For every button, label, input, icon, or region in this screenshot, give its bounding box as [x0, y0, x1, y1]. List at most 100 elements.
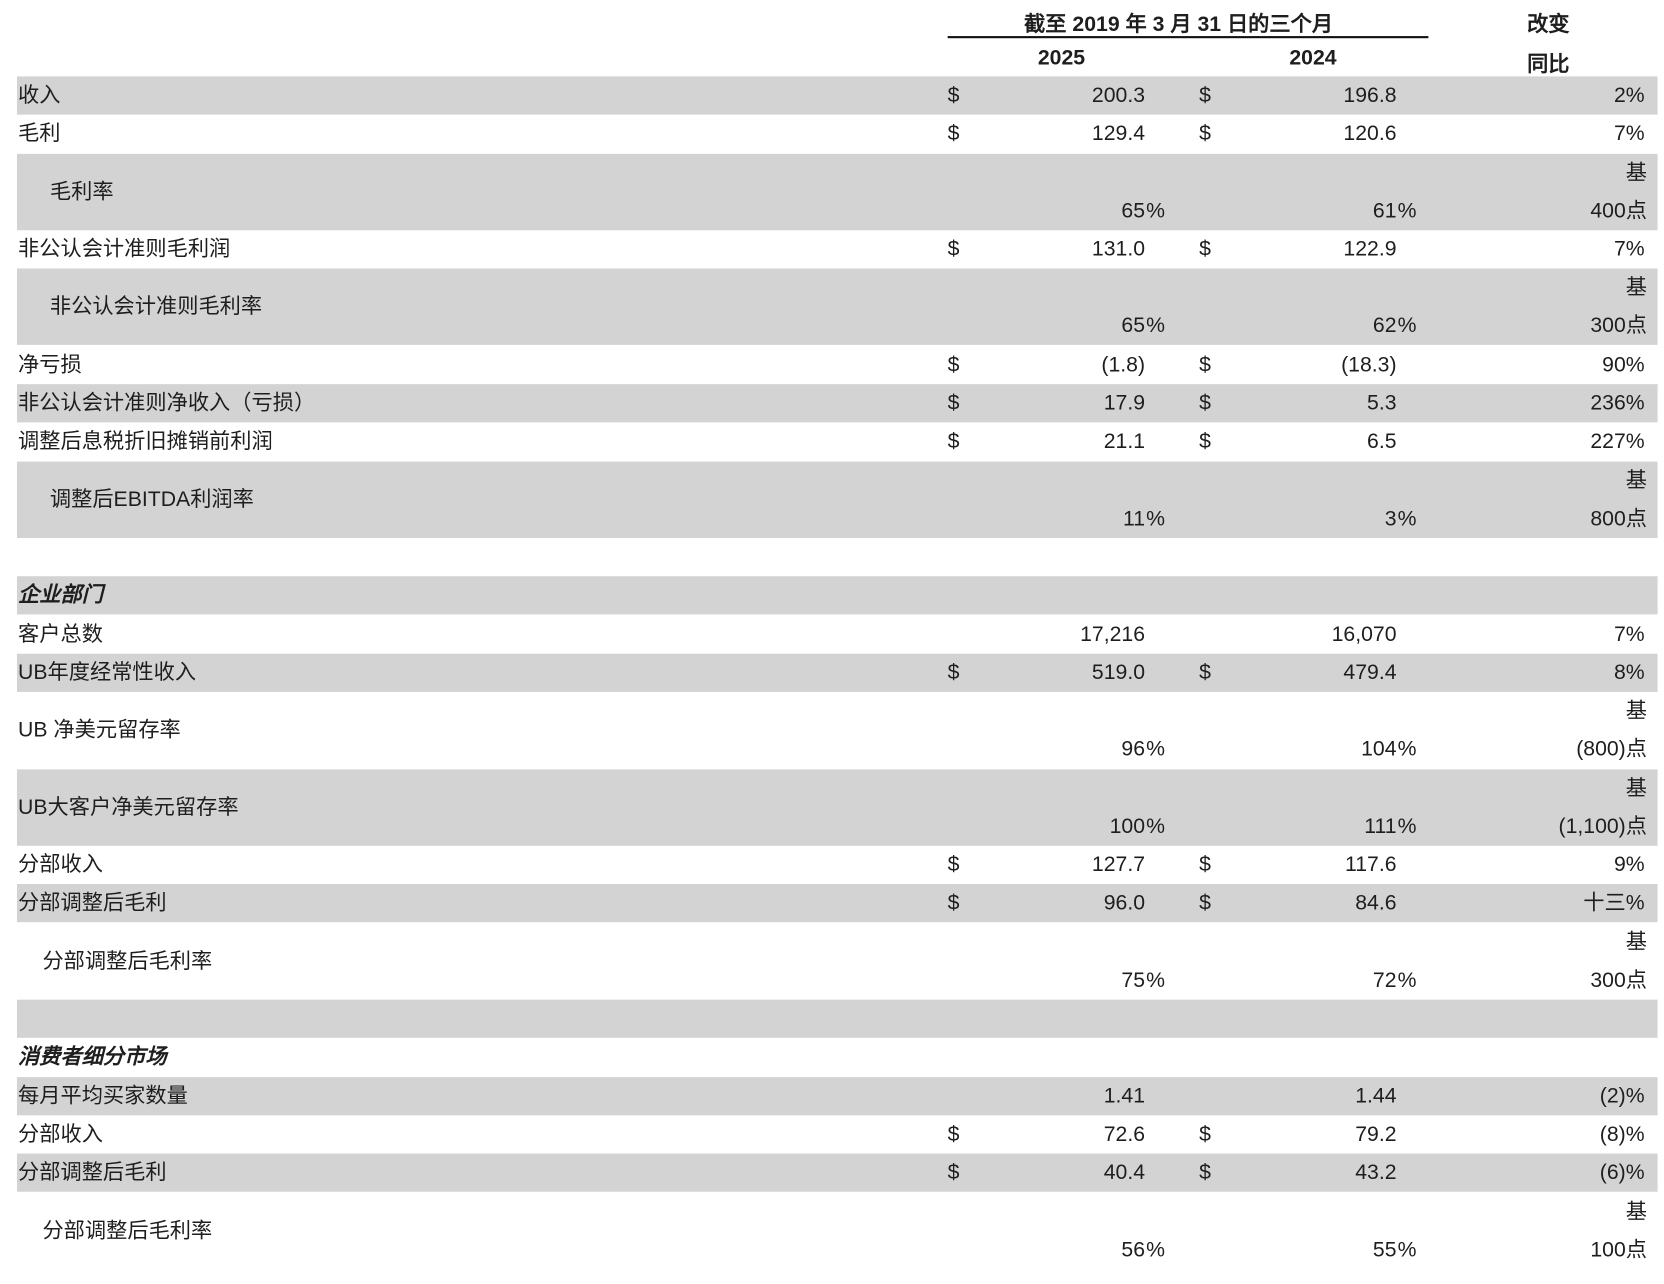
- currency-symbol-2024: $: [1199, 353, 1211, 377]
- value-2025: 56: [1121, 1237, 1146, 1262]
- value-2024: 479.4: [1343, 661, 1397, 685]
- currency-symbol-2025: $: [947, 1161, 960, 1185]
- value-2025: 65: [1121, 199, 1146, 223]
- table-row: 净亏损 $ (1.8) $ (18.3) 90%: [17, 346, 1658, 384]
- currency-symbol-2025: $: [947, 1122, 960, 1146]
- yoy-change-value: 7: [1613, 237, 1626, 262]
- row-label: 调整后息税折旧摊销前利润: [18, 430, 273, 454]
- change-unit: 点: [1625, 314, 1647, 338]
- row-label: 分部调整后毛利率: [42, 949, 213, 973]
- row-label: 毛利率: [49, 179, 114, 204]
- value-2025: 17.9: [1103, 391, 1146, 415]
- value-2025: 129.4: [1091, 122, 1146, 146]
- percent-sign-2025: %: [1146, 506, 1165, 531]
- percent-sign-2024: %: [1397, 506, 1417, 531]
- yoy-change-value: 90: [1602, 353, 1626, 377]
- table-row: 分部调整后毛利率 75% 72% 300 基点: [17, 923, 1658, 999]
- yoy-change-value: (1,100): [1558, 814, 1626, 838]
- value-2024: 1.44: [1355, 1084, 1397, 1108]
- percent-sign-2024: %: [1397, 968, 1417, 992]
- value-2025: 96: [1121, 737, 1146, 762]
- row-label: 分部调整后毛利率: [42, 1218, 213, 1243]
- row-label: 客户总数: [18, 622, 103, 646]
- value-2025: 519.0: [1091, 661, 1146, 685]
- change-unit-top: 基: [1625, 776, 1647, 800]
- change-unit: 点: [1625, 506, 1647, 531]
- value-2025: (1.8): [1101, 353, 1146, 377]
- currency-symbol-2024: $: [1199, 122, 1211, 146]
- change-unit-top: 基: [1625, 930, 1647, 954]
- row-label: 每月平均买家数量: [18, 1084, 188, 1108]
- value-2024: (18.3): [1341, 353, 1397, 377]
- change-unit-top: 基: [1625, 1199, 1647, 1224]
- percent-sign-2025: %: [1146, 737, 1165, 762]
- change-unit: %: [1625, 237, 1645, 262]
- yoy-change-value: 300: [1590, 968, 1626, 992]
- change-header-line1: 改变: [1527, 12, 1570, 37]
- change-unit-top: 基: [1625, 160, 1647, 185]
- currency-symbol-2025: $: [947, 430, 960, 454]
- row-label: 分部调整后毛利: [18, 891, 167, 916]
- row-label: 调整后EBITDA利润率: [49, 487, 254, 512]
- percent-sign-2024: %: [1397, 814, 1417, 838]
- value-2024: 62: [1372, 314, 1397, 338]
- table-row: 分部收入 $127.7 $117.6 9%: [17, 846, 1658, 884]
- value-2024: 79.2: [1355, 1122, 1397, 1146]
- change-unit-top: 基: [1625, 699, 1647, 723]
- percent-sign-2024: %: [1397, 1237, 1417, 1262]
- currency-symbol-2025: $: [947, 853, 960, 877]
- change-unit: %: [1625, 622, 1645, 646]
- change-unit: %: [1625, 891, 1645, 916]
- change-unit: %: [1625, 122, 1645, 146]
- yoy-change-value: 100: [1590, 1237, 1626, 1262]
- change-unit: %: [1625, 83, 1645, 108]
- table-row: 毛利 $129.4 $120.6 7%: [17, 115, 1658, 153]
- row-label: 分部收入: [18, 1122, 103, 1146]
- row-label: 非公认会计准则净收入（亏损）: [18, 391, 316, 415]
- header-rule: [947, 36, 1429, 39]
- currency-symbol-2025: $: [947, 391, 960, 415]
- value-2025: 75: [1121, 968, 1146, 992]
- period-header: 截至 2019 年 3 月 31 日的三个月: [1024, 12, 1334, 37]
- row-label: 非公认会计准则毛利率: [49, 295, 263, 319]
- table-row: 非公认会计准则净收入（亏损） $17.9 $5.3 236%: [16, 384, 1658, 423]
- change-unit: 点: [1625, 968, 1647, 992]
- currency-symbol-2024: $: [1199, 853, 1211, 877]
- table-row: 毛利率 65% 61% 400 基点: [16, 153, 1658, 230]
- currency-symbol-2024: $: [1199, 1161, 1211, 1185]
- currency-symbol-2025: $: [947, 891, 960, 916]
- yoy-change-value: (2): [1599, 1084, 1626, 1108]
- value-2025: 127.7: [1091, 853, 1146, 877]
- year-2025-header: 2025: [1037, 46, 1086, 71]
- percent-sign-2025: %: [1146, 314, 1165, 338]
- section-title: 消费者细分市场: [18, 1045, 167, 1069]
- value-2024: 16,070: [1331, 622, 1397, 646]
- row-label: 分部调整后毛利: [18, 1161, 167, 1185]
- change-unit-top: 基: [1625, 276, 1647, 300]
- change-unit: 点: [1625, 814, 1647, 838]
- table-row: UB 净美元留存率 96% 104% (800) 基点: [17, 692, 1658, 768]
- row-label: 毛利: [18, 122, 61, 146]
- table-row: 分部调整后毛利 $40.4 $43.2 (6)%: [16, 1153, 1658, 1192]
- value-2025: 65: [1121, 314, 1146, 338]
- yoy-change-value: 8: [1613, 661, 1626, 685]
- percent-sign-2024: %: [1397, 199, 1417, 223]
- value-2024: 61: [1372, 199, 1397, 223]
- yoy-change-value: 400: [1590, 199, 1626, 223]
- change-unit: %: [1625, 1084, 1645, 1108]
- percent-sign-2024: %: [1397, 737, 1417, 762]
- value-2025: 40.4: [1103, 1161, 1146, 1185]
- currency-symbol-2024: $: [1199, 891, 1211, 916]
- change-unit: %: [1625, 353, 1645, 377]
- row-label: 收入: [18, 83, 61, 108]
- row-label: UB大客户净美元留存率: [18, 795, 239, 819]
- yoy-change-value: (800): [1576, 737, 1626, 762]
- value-2024: 196.8: [1343, 83, 1397, 108]
- table-row: 客户总数 17,216 16,070 7%: [17, 615, 1658, 653]
- yoy-change-value: 300: [1590, 314, 1626, 338]
- change-unit: %: [1625, 853, 1645, 877]
- currency-symbol-2025: $: [947, 661, 960, 685]
- yoy-change-value: (6): [1599, 1161, 1626, 1185]
- table-row: 调整后息税折旧摊销前利润 $21.1 $6.5 227%: [17, 423, 1658, 461]
